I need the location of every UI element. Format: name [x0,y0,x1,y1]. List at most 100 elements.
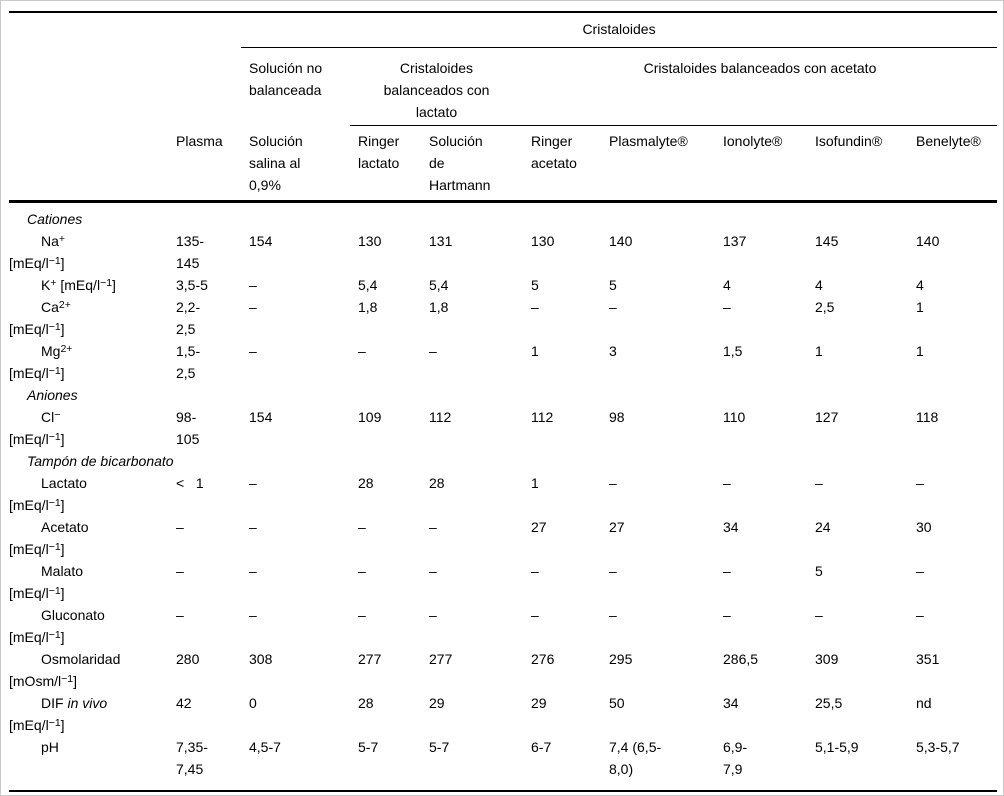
cell-value: 135- 145 [176,233,205,271]
row-label: Lactato [mEq/l−1] [9,475,87,513]
row-label: pH [41,739,59,755]
table-row: Lactato [mEq/l−1] < 1 – 28 28 1 – – – – [9,472,997,516]
spacer-cell [9,48,241,126]
cell-value: – [176,563,184,579]
cell-value: – [429,607,437,623]
cell-value: nd [916,695,932,711]
cell-value: – [531,299,539,315]
cell-value: – [249,475,257,491]
cell-value: 1 [815,343,823,359]
table-row: pH 7,35- 7,45 4,5-7 5-7 5-7 6-7 7,4 (6,5- 8,0)… [9,736,997,791]
cell-value: 27 [609,519,625,535]
cell-value: 118 [916,409,939,425]
spacer-cell [9,12,241,48]
row-label: Mg2+ [mEq/l−1] [9,342,73,381]
cell-value: 34 [723,519,739,535]
crystalloids-table: Cristaloides Solución no balanceada Cris… [9,11,998,792]
cell-value: 7,35- 7,45 [176,739,208,777]
cell-value: 1,5 [723,343,743,359]
cell-value: 145 [815,233,839,249]
cell-value: 5-7 [429,739,450,755]
cell-value: 1 [916,343,924,359]
cell-value: 29 [429,695,445,711]
cell-value: 28 [358,475,374,491]
cell-value: 42 [176,695,192,711]
row-label: Na+ [mEq/l−1] [9,232,66,271]
section-row: Aniones [9,384,997,406]
cell-value: – [249,299,257,315]
cell-value: 112 [429,409,452,425]
cell-value: 5-7 [358,739,379,755]
cell-value: – [609,475,617,491]
cell-value: 29 [531,695,547,711]
cell-value: 286,5 [723,651,759,667]
section-label: Aniones [27,387,78,403]
cell-value: – [358,607,366,623]
cell-value: 28 [429,475,445,491]
cell-value: – [249,277,257,293]
column-header-ionolyte: Ionolyte® [715,125,807,203]
cell-value: 277 [358,651,382,667]
cell-value: 110 [723,409,746,425]
cell-value: 5 [609,277,617,293]
column-header-plasma: Plasma [168,125,241,203]
table-body: Cationes Na+ [mEq/l−1] 135- 145 154 130 131 13… [9,202,997,792]
column-header-ringer-acetato: Ringer acetato [523,125,601,203]
table-row: Ca2+ [mEq/l−1] 2,2- 2,5 – 1,8 1,8 – – – 2,5 1 [9,296,997,340]
table-row: Malato [mEq/l−1] – – – – – – – 5 – [9,560,997,604]
cell-value: – [429,519,437,535]
cell-value: 7,4 (6,5- 8,0) [609,739,662,777]
cell-value: – [249,563,257,579]
cell-value: – [916,607,924,623]
cell-value: 27 [531,519,547,535]
cell-value: – [531,563,539,579]
cell-value: 351 [916,651,940,667]
column-header-benelyte: Benelyte® [908,125,998,203]
cell-value: 130 [358,233,382,249]
cell-value: 5,4 [358,277,378,293]
cell-value: – [916,563,924,579]
cell-value: – [531,607,539,623]
cell-value: 34 [723,695,739,711]
group-header-acetato: Cristaloides balanceados con acetato [523,47,998,126]
table-row: Mg2+ [mEq/l−1] 1,5- 2,5 – – – 1 3 1,5 1 1 [9,340,997,384]
cell-value: – [429,563,437,579]
cell-value: 140 [609,233,633,249]
row-label: Acetato [mEq/l−1] [9,519,89,557]
cell-value: 1,5- 2,5 [176,343,201,381]
cell-value: – [249,519,257,535]
cell-value: 4 [723,277,731,293]
row-label: Malato [mEq/l−1] [9,563,84,601]
section-label: Cationes [27,211,83,227]
table-row: Na+ [mEq/l−1] 135- 145 154 130 131 130 140 137 1… [9,230,997,274]
cell-value: 276 [531,651,555,667]
cell-value: 5,3-5,7 [916,739,960,755]
cell-value: 6-7 [531,739,552,755]
cell-value: 0 [249,695,257,711]
cell-value: 50 [609,695,625,711]
column-header-plasmalyte: Plasmalyte® [601,125,715,203]
cell-value: – [249,607,257,623]
cell-value: 309 [815,651,839,667]
column-header-isofundin: Isofundin® [807,125,908,203]
cell-value: 131 [429,233,453,249]
cell-value: 28 [358,695,374,711]
cell-value: 98- 105 [176,409,200,447]
cell-value: – [249,343,257,359]
table-row: Gluconato [mEq/l−1] – – – – – – – – – [9,604,997,648]
cell-value: – [815,475,823,491]
cell-value: 98 [609,409,625,425]
row-label: K+ [mEq/l−1] [41,276,116,293]
column-header-ringer-lactato: Ringer lactato [350,125,421,203]
group-header-no-balanceada: Solución no balanceada [249,60,323,98]
cell-value: 3 [609,343,617,359]
cell-value: 25,5 [815,695,843,711]
cell-value: – [723,299,731,315]
row-label: Cl− [mEq/l−1] [9,408,65,447]
cell-value: 127 [815,409,839,425]
cell-value: 5,1-5,9 [815,739,859,755]
cell-value: – [358,563,366,579]
group-header-lactato: Cristaloides balanceados con lactato [350,47,523,126]
cell-value: < 1 [176,475,204,491]
